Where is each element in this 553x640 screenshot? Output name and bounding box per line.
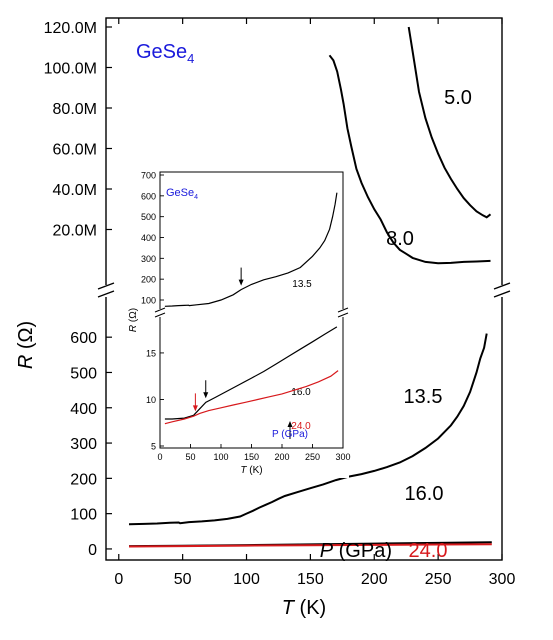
inset-y-tick-label-lower: 15 [146, 348, 156, 358]
axis-break-mark-left [97, 290, 115, 298]
inset-x-axis-title: T (K) [240, 465, 262, 476]
inset-x-tick-label: 50 [185, 452, 195, 462]
pressure-legend-symbol: P [320, 540, 334, 562]
inset-transition-arrow-head-16-0 [203, 392, 209, 399]
inset-material-label-base: GeSe [166, 187, 194, 199]
y-tick-label-upper: 60.0M [53, 142, 97, 159]
series-label-24-0: 24.0 [409, 540, 448, 562]
inset-x-axis-title-unit: (K) [247, 465, 263, 476]
y-axis-title: R (Ω) [15, 321, 37, 369]
axis-break-mark-left [97, 282, 115, 290]
y-tick-label-lower: 100 [70, 507, 97, 524]
series-label-8-0: 8.0 [386, 228, 414, 250]
x-axis-title: T (K) [282, 597, 326, 619]
inset-y-tick-label-upper: 200 [141, 275, 156, 285]
inset-y-tick-label-upper: 300 [141, 254, 156, 264]
inset-y-tick-label-upper: 600 [141, 191, 156, 201]
x-tick-label: 200 [361, 571, 388, 588]
x-axis-title-symbol: T [282, 597, 296, 619]
inset-pressure-legend-title: P (GPa) [272, 429, 308, 440]
inset-x-tick-label: 300 [335, 452, 350, 462]
y-tick-label-upper: 20.0M [53, 223, 97, 240]
pressure-legend-title: P (GPa) [320, 540, 392, 562]
inset-y-tick-label-lower: 5 [151, 442, 156, 452]
inset-break-gap-right [336, 309, 350, 317]
inset-pressure-arrow-head [287, 421, 293, 427]
y-tick-label-upper: 100.0M [44, 61, 97, 78]
inset-y-tick-label-upper: 100 [141, 296, 156, 306]
y-tick-label-lower: 500 [70, 365, 97, 382]
x-axis-title-unit: (K) [294, 597, 326, 619]
inset-x-tick-label: 200 [274, 452, 289, 462]
y-tick-label-lower: 400 [70, 401, 97, 418]
x-tick-label: 250 [425, 571, 452, 588]
inset-series-line-16-0 [164, 326, 338, 420]
inset-break-gap-left [153, 309, 167, 317]
inset-x-tick-label: 250 [305, 452, 320, 462]
axis-break-mark-right [493, 290, 511, 298]
series-label-16-0: 16.0 [405, 483, 444, 505]
series-label-13-5: 13.5 [404, 386, 443, 408]
material-label-subscript: 4 [187, 51, 194, 66]
y-tick-label-lower: 0 [88, 542, 97, 559]
inset-background [126, 170, 349, 478]
series-label-5-0: 5.0 [444, 87, 472, 109]
y-tick-label-upper: 120.0M [44, 20, 97, 37]
y-tick-label-lower: 600 [70, 330, 97, 347]
inset-series-label-13-5: 13.5 [292, 279, 312, 290]
inset-break-mark-right [337, 307, 349, 313]
material-label: GeSe4 [136, 41, 194, 66]
y-axis-title-unit: (Ω) [15, 321, 37, 355]
break-gap-right [490, 285, 514, 297]
inset-break-mark-left [154, 312, 166, 318]
y-tick-label-upper: 80.0M [53, 101, 97, 118]
inset-y-axis-title-symbol: R [128, 325, 139, 332]
inset-y-axis-title: R (Ω) [128, 308, 139, 332]
material-label-base: GeSe [136, 41, 187, 63]
axis-break-mark-right [493, 282, 511, 290]
inset-y-tick-label-upper: 400 [141, 233, 156, 243]
inset-series-line-24-0 [164, 370, 339, 425]
y-tick-label-upper: 40.0M [53, 182, 97, 199]
inset-x-tick-label: 0 [157, 452, 162, 462]
inset-y-tick-label-upper: 500 [141, 212, 156, 222]
break-gap-left [94, 285, 118, 297]
inset-series-label-24-0: 24.0 [291, 421, 311, 432]
x-tick-label: 150 [297, 571, 324, 588]
series-line-13-5 [128, 333, 488, 526]
inset-x-axis-title-symbol: T [240, 465, 247, 476]
inset-series-label-16-0: 16.0 [291, 387, 311, 398]
inset-x-tick-label: 150 [244, 452, 259, 462]
series-line-8-0 [328, 54, 491, 265]
inset-y-tick-label-lower: 10 [146, 395, 156, 405]
x-tick-label: 100 [233, 571, 260, 588]
inset-y-axis-title-unit: (Ω) [128, 308, 139, 325]
y-axis-title-symbol: R [15, 355, 37, 369]
main-chart: 20.0M40.0M60.0M80.0M100.0M120.0M01002003… [15, 17, 516, 619]
inset-break-mark-right [337, 312, 349, 318]
series-line-24-0 [128, 543, 492, 548]
inset-transition-arrow-head-13-5 [238, 279, 244, 286]
inset-transition-arrow-head-24-0 [192, 405, 198, 412]
x-tick-label: 300 [489, 571, 516, 588]
inset-x-tick-label: 100 [213, 452, 228, 462]
x-tick-label: 0 [114, 571, 123, 588]
inset-series-line-13-5 [164, 192, 338, 307]
pressure-legend-unit: (GPa) [333, 540, 392, 562]
inset-material-label-subscript: 4 [194, 194, 198, 201]
inset-y-tick-label-upper: 700 [141, 171, 156, 181]
series-line-5-0 [407, 26, 492, 219]
x-tick-label: 50 [174, 571, 192, 588]
y-tick-label-lower: 200 [70, 471, 97, 488]
inset-material-label: GeSe4 [166, 187, 198, 201]
inset-break-mark-left [154, 307, 166, 313]
y-tick-label-lower: 300 [70, 436, 97, 453]
